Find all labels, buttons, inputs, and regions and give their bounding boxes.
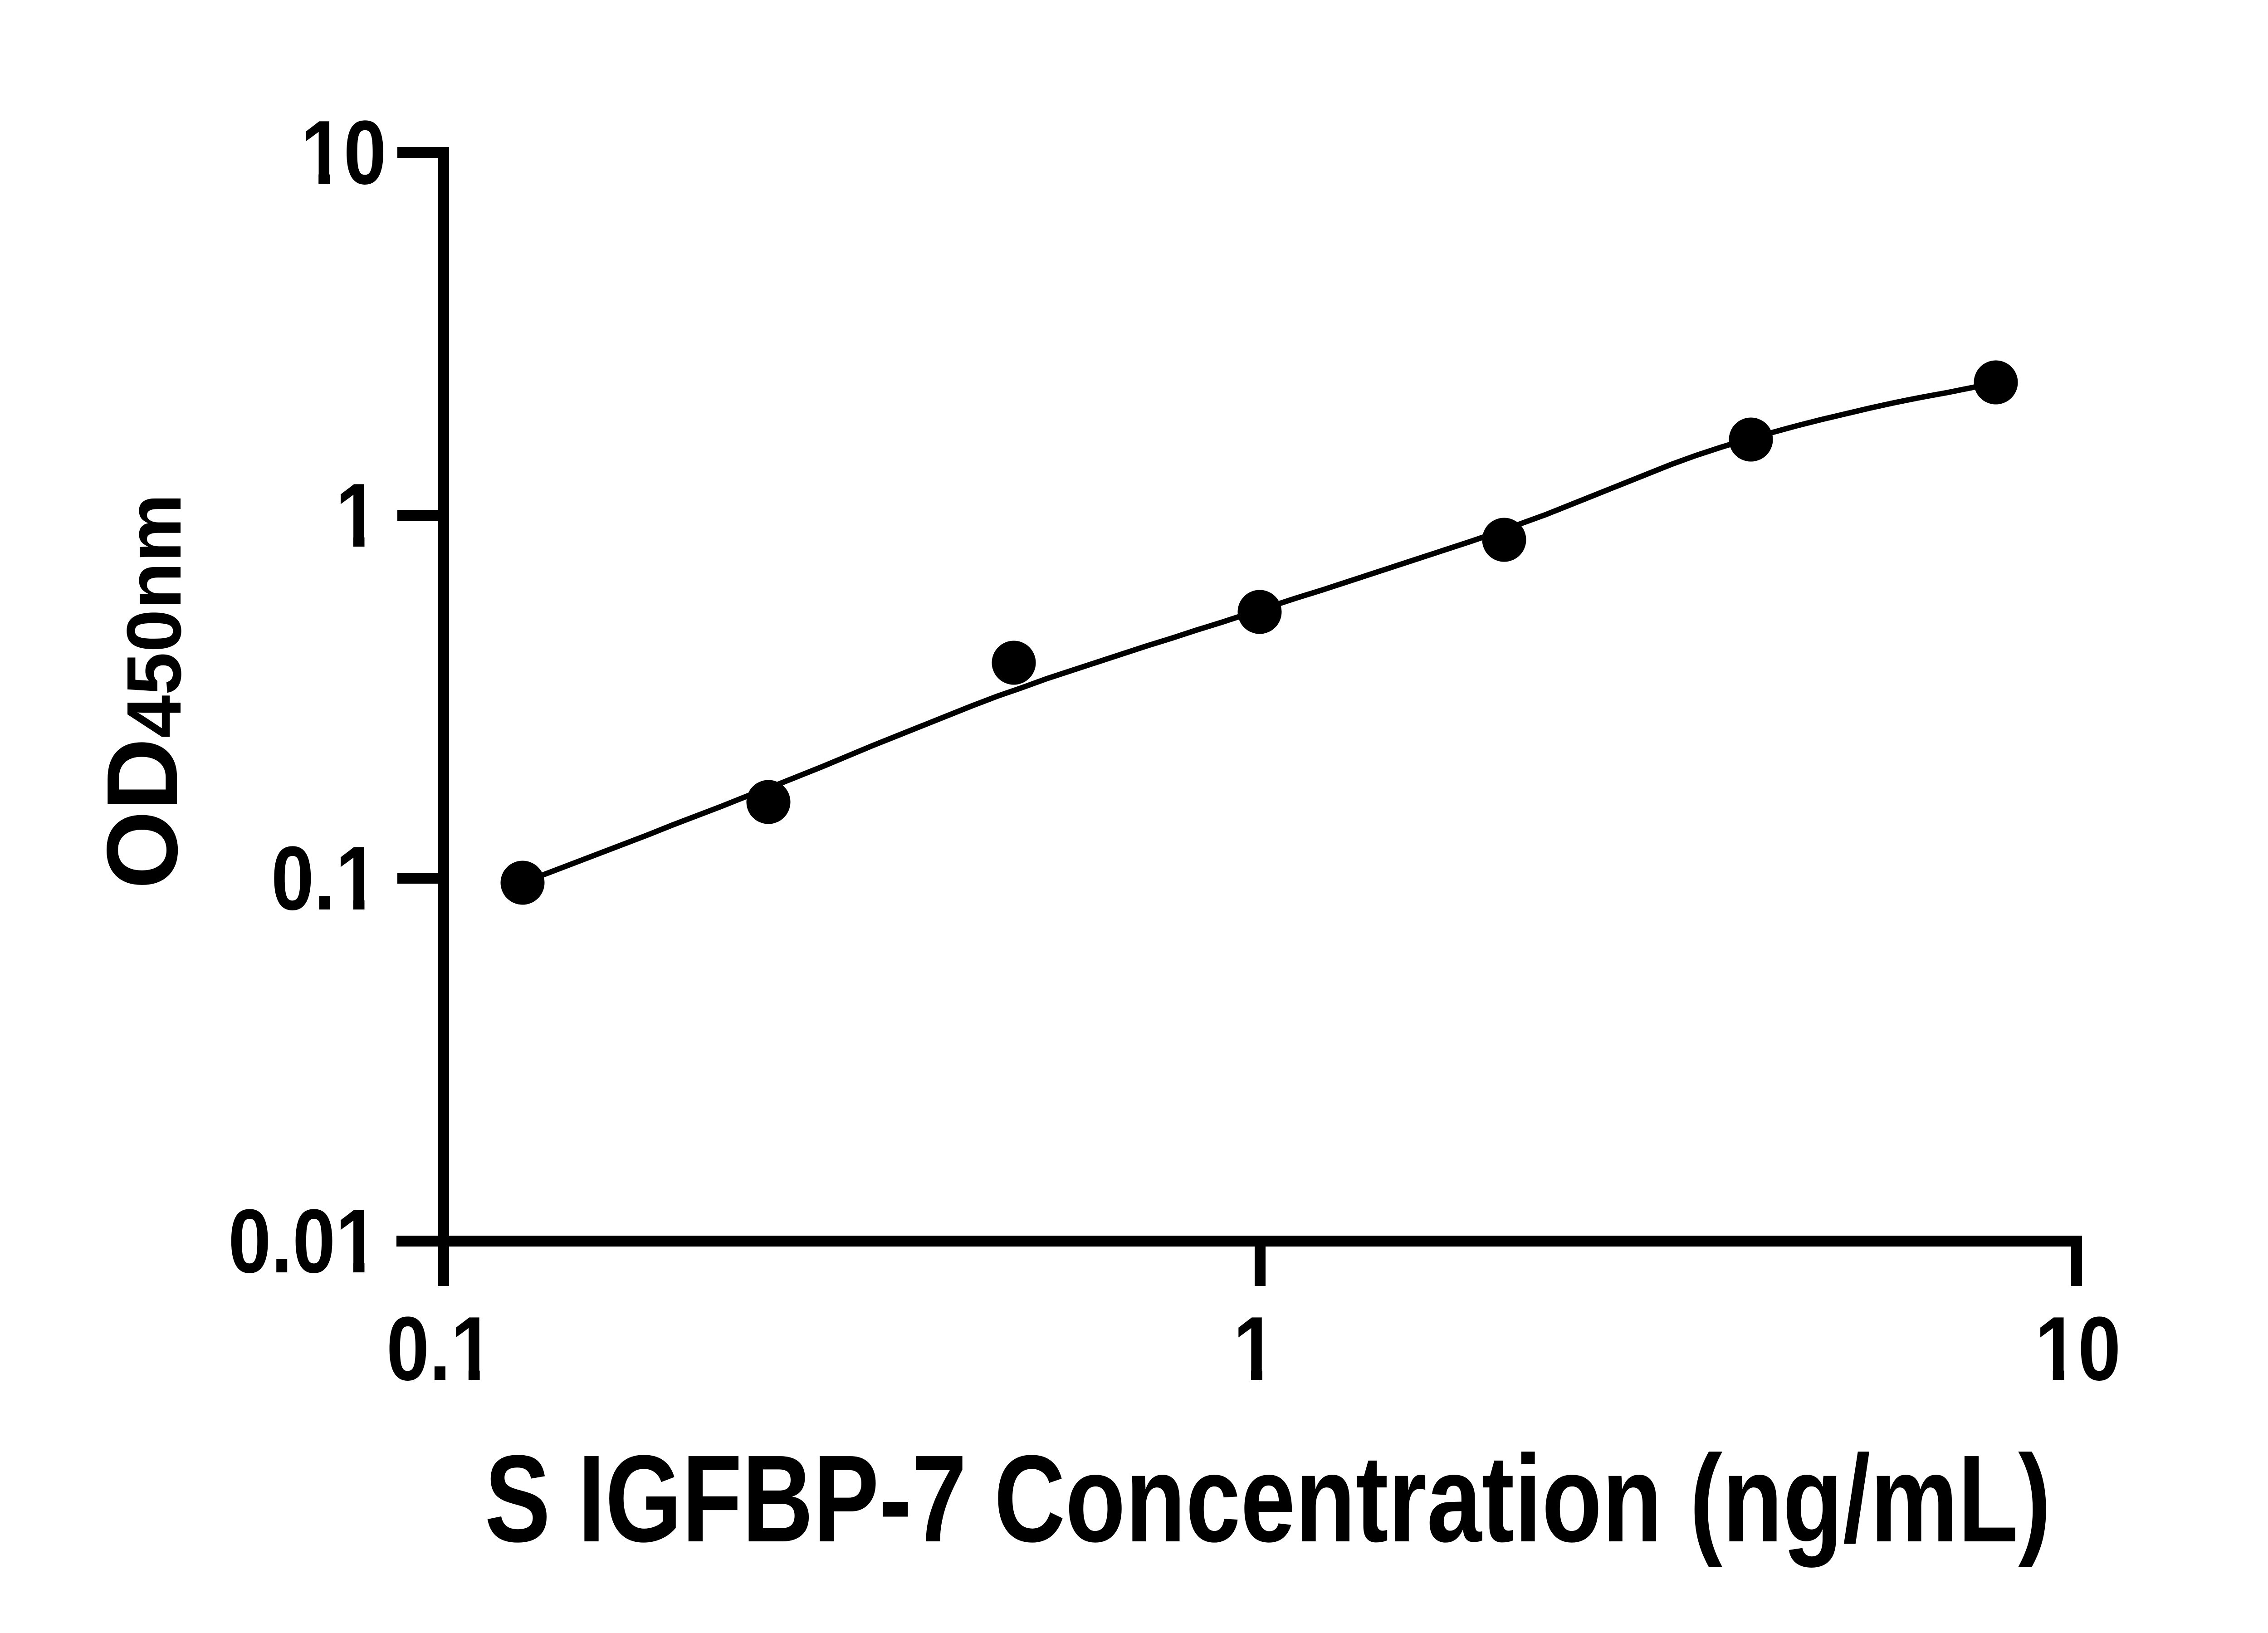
svg-text:450nm: 450nm xyxy=(111,494,197,738)
svg-text:1: 1 xyxy=(1233,1298,1276,1399)
svg-text:S IGFBP-7 Concentration (ng/mL: S IGFBP-7 Concentration (ng/mL) xyxy=(485,1429,2051,1569)
svg-text:OD: OD xyxy=(86,738,199,889)
svg-text:10: 10 xyxy=(301,102,386,203)
svg-text:0.1: 0.1 xyxy=(271,828,378,929)
svg-text:10: 10 xyxy=(2035,1298,2121,1399)
svg-text:0.1: 0.1 xyxy=(386,1298,494,1399)
svg-text:0.01: 0.01 xyxy=(228,1191,378,1292)
svg-text:1: 1 xyxy=(335,465,378,566)
